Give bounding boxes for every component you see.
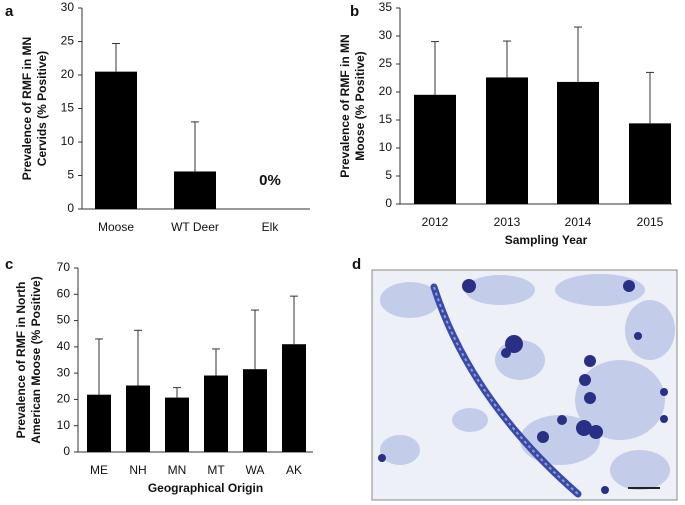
x-axis-label: Geographical Origin [148,481,263,495]
y-axis-label-line: Cervids (% Positive) [35,51,49,166]
y-tick-label: 15 [61,101,75,115]
x-tick-label: AK [286,463,302,477]
y-axis-label: Prevalence of RMF in MNCervids (% Positi… [20,37,49,180]
y-tick-label: 15 [379,112,393,126]
y-axis-label-line: Prevalence of RMF in North [14,282,28,439]
y-tick-label: 20 [379,84,393,98]
y-axis-label-line: Prevalence of RMF in MN [20,37,34,180]
bar [174,171,216,209]
x-tick-label: ME [90,463,108,477]
panel-label: b [350,3,359,20]
y-tick-label: 20 [57,392,71,406]
y-tick-label: 50 [57,313,71,327]
x-tick-label: WT Deer [171,220,219,234]
bar [95,71,137,210]
y-tick-label: 35 [379,0,393,14]
bar [486,77,528,204]
bar [414,94,456,204]
y-tick-label: 25 [61,34,75,48]
x-tick-label: WA [246,463,265,477]
y-tick-label: 25 [379,56,393,70]
y-tick-label: 5 [67,168,74,182]
y-tick-label: 10 [379,140,393,154]
y-tick-label: 30 [379,28,393,42]
panel-label: a [5,3,14,20]
bar [282,344,306,452]
y-axis-label-line: American Moose (% Positive) [29,276,43,443]
y-tick-label: 0 [63,444,70,458]
bar [557,81,599,204]
x-tick-label: MT [207,463,225,477]
y-tick-label: 30 [61,0,75,14]
y-axis-label-line: Prevalence of RMF in MN [338,34,352,177]
x-tick-label: Moose [98,220,134,234]
y-tick-label: 40 [57,339,71,353]
panel-label: d [352,256,361,273]
x-tick-label: 2012 [422,215,449,229]
bar [243,369,267,452]
y-tick-label: 10 [57,418,71,432]
y-tick-label: 0 [67,201,74,215]
panel-label: c [5,256,13,273]
bar [204,375,228,452]
y-tick-label: 10 [61,134,75,148]
x-tick-label: 2015 [637,215,664,229]
y-tick-label: 70 [57,260,71,274]
y-axis-label: Prevalence of RMF in MNMoose (% Positive… [338,34,367,177]
bar [87,394,111,452]
y-tick-label: 5 [385,168,392,182]
x-tick-label: NH [129,463,146,477]
x-axis-label: Sampling Year [505,233,588,247]
larva-detail [433,286,579,495]
bar [165,397,189,452]
value-label: 0% [259,172,281,189]
y-tick-label: 60 [57,286,71,300]
bar [629,123,671,204]
y-axis-label-line: Moose (% Positive) [353,51,367,160]
y-tick-label: 20 [61,67,75,81]
x-tick-label: 2013 [494,215,521,229]
micrograph [371,269,678,501]
y-tick-label: 30 [57,365,71,379]
x-tick-label: Elk [262,220,280,234]
stained-cells [378,279,668,494]
y-tick-label: 0 [385,196,392,210]
x-tick-label: MN [168,463,187,477]
y-axis-label: Prevalence of RMF in NorthAmerican Moose… [14,276,43,443]
bar [126,385,150,452]
x-tick-label: 2014 [565,215,592,229]
